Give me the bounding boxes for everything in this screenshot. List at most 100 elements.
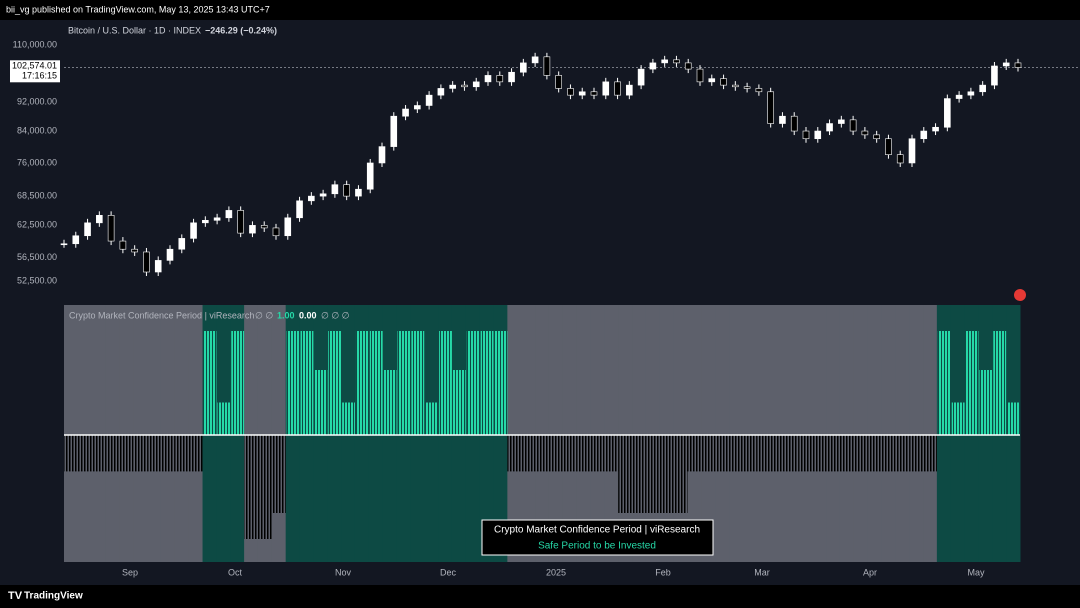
signal-bar <box>839 435 854 472</box>
candle <box>343 184 350 197</box>
signal-bar <box>909 435 924 472</box>
signal-bar <box>965 331 979 435</box>
candle <box>673 59 680 64</box>
signal-bar <box>895 435 910 472</box>
candle <box>790 115 798 132</box>
signal-bar <box>923 435 937 472</box>
period-background <box>867 305 882 562</box>
period-background <box>853 305 869 562</box>
candle <box>802 130 810 140</box>
candle <box>732 84 739 88</box>
candle <box>849 119 857 132</box>
period-background <box>604 305 619 562</box>
indicator-value: ∅ ∅ <box>255 310 273 320</box>
signal-bar <box>784 435 799 472</box>
signal-bar <box>812 435 827 472</box>
status-text: Safe Period to be Invested <box>538 541 656 552</box>
x-tick-label: 2025 <box>546 567 566 577</box>
period-background <box>909 305 924 562</box>
period-background <box>562 305 578 562</box>
candle <box>932 126 939 132</box>
signal-bar <box>742 435 757 472</box>
candle <box>567 88 574 96</box>
signal-bar <box>798 435 813 472</box>
candle <box>119 240 127 250</box>
y-tick-label: 110,000.00 <box>13 39 57 49</box>
indicator-value: ∅ ∅ ∅ <box>321 310 350 320</box>
candle <box>284 217 292 237</box>
signal-bar <box>535 435 549 472</box>
y-tick-label: 62,500.00 <box>17 220 57 230</box>
signal-bar <box>119 435 134 472</box>
signal-bar <box>160 435 175 472</box>
period-background <box>742 305 758 562</box>
x-tick-label: Oct <box>228 567 243 577</box>
candle <box>355 188 362 197</box>
candle <box>779 115 786 124</box>
period-background <box>147 305 162 562</box>
period-background <box>770 305 785 562</box>
candle <box>166 248 174 261</box>
x-tick-label: Dec <box>440 567 457 577</box>
period-background <box>812 305 827 562</box>
signal-bar <box>188 435 203 472</box>
signal-bar <box>507 435 522 472</box>
signal-bar <box>439 331 452 435</box>
candle <box>743 86 751 89</box>
signal-bar <box>618 435 633 513</box>
period-background <box>590 305 605 562</box>
signal-bar <box>314 370 328 435</box>
signal-bar <box>271 435 286 513</box>
candle <box>578 91 586 96</box>
signal-bar <box>604 435 619 472</box>
candle <box>838 119 845 124</box>
candle <box>84 222 91 237</box>
period-background <box>576 305 591 562</box>
signal-bar <box>993 331 1007 435</box>
signal-bar <box>867 435 882 472</box>
signal-bar <box>687 435 702 472</box>
candle <box>720 78 727 86</box>
signal-bar <box>562 435 577 472</box>
bottom-bar <box>0 585 1080 608</box>
candle <box>213 217 221 221</box>
candle <box>366 162 374 190</box>
signal-bar <box>715 435 730 472</box>
x-tick-label: Mar <box>754 567 770 577</box>
candle <box>637 68 645 86</box>
candle <box>979 84 986 93</box>
signal-bar <box>590 435 605 472</box>
signal-bar <box>659 435 674 513</box>
candle <box>107 215 115 242</box>
signal-bar <box>770 435 785 472</box>
countdown: 17:16:15 <box>22 71 57 81</box>
candle <box>484 75 492 83</box>
period-background <box>715 305 730 562</box>
candle <box>590 91 598 96</box>
symbol-title: Bitcoin / U.S. Dollar · 1D · INDEX <box>68 25 201 35</box>
period-background <box>798 305 813 562</box>
candle <box>861 130 869 136</box>
candle <box>461 84 468 88</box>
period-background <box>826 305 841 562</box>
period-background <box>105 305 120 562</box>
x-tick-label: Apr <box>863 567 877 577</box>
candle <box>225 210 233 219</box>
signal-bar <box>217 402 231 435</box>
candle <box>131 248 138 253</box>
candle <box>520 62 527 73</box>
candle <box>908 138 916 164</box>
candle <box>602 81 610 96</box>
signal-bar <box>466 331 480 435</box>
candle <box>555 75 562 89</box>
y-tick-label: 92,000.00 <box>17 96 57 106</box>
logo: TV <box>8 590 23 602</box>
period-background <box>160 305 176 562</box>
signal-bar <box>411 331 425 435</box>
candle <box>60 243 68 246</box>
signal-bar <box>231 331 245 435</box>
candle <box>414 105 421 110</box>
period-background <box>271 305 287 562</box>
signal-bar <box>632 435 646 513</box>
